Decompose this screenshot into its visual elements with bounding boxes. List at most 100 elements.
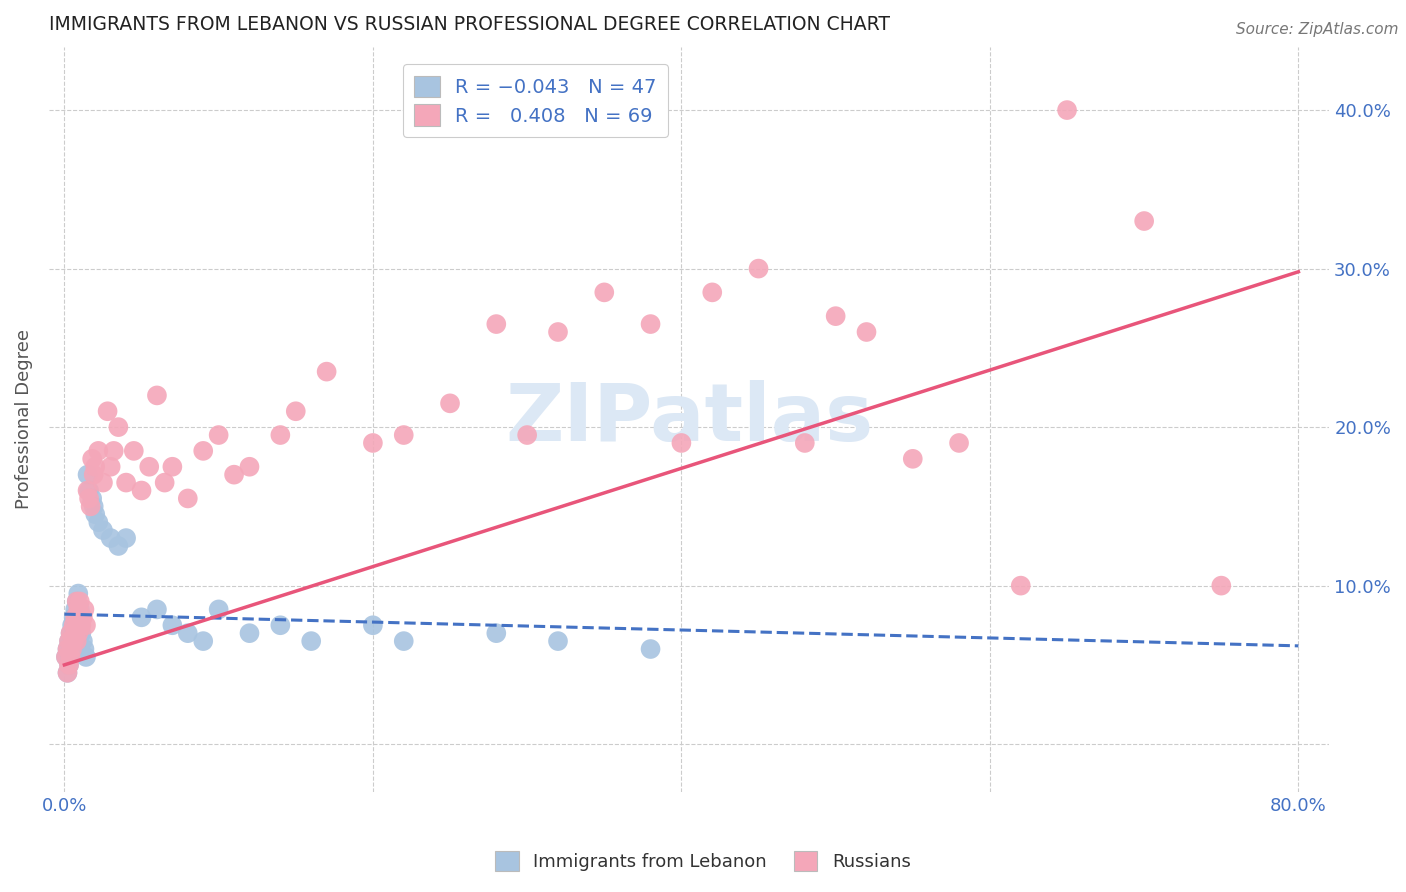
Point xyxy=(73,642,96,657)
Point xyxy=(63,610,86,624)
Point xyxy=(485,317,508,331)
Point xyxy=(193,443,215,458)
Point xyxy=(146,602,169,616)
Point xyxy=(62,634,84,648)
Point xyxy=(131,610,153,624)
Point xyxy=(59,626,82,640)
Point xyxy=(62,634,84,648)
Point xyxy=(91,523,114,537)
Point xyxy=(87,443,110,458)
Point xyxy=(87,515,110,529)
Point xyxy=(55,650,77,665)
Point xyxy=(66,594,89,608)
Point xyxy=(516,428,538,442)
Point xyxy=(69,594,91,608)
Point xyxy=(361,618,384,632)
Point xyxy=(315,365,337,379)
Point xyxy=(238,459,260,474)
Text: Source: ZipAtlas.com: Source: ZipAtlas.com xyxy=(1236,22,1399,37)
Point xyxy=(58,634,80,648)
Point xyxy=(222,467,245,482)
Point xyxy=(131,483,153,498)
Point xyxy=(1211,579,1233,593)
Point xyxy=(702,285,724,300)
Point xyxy=(76,467,98,482)
Point xyxy=(824,309,846,323)
Point xyxy=(162,618,184,632)
Point xyxy=(103,443,125,458)
Legend: Immigrants from Lebanon, Russians: Immigrants from Lebanon, Russians xyxy=(488,844,918,879)
Point xyxy=(59,650,82,665)
Point xyxy=(73,602,96,616)
Point xyxy=(82,451,104,466)
Point xyxy=(269,428,291,442)
Point xyxy=(67,626,90,640)
Point xyxy=(75,650,97,665)
Point xyxy=(70,626,93,640)
Point xyxy=(177,491,200,506)
Point xyxy=(115,531,138,545)
Point xyxy=(62,618,84,632)
Point xyxy=(115,475,138,490)
Point xyxy=(63,626,86,640)
Point xyxy=(122,443,145,458)
Point xyxy=(640,642,662,657)
Point xyxy=(55,650,77,665)
Point xyxy=(747,261,769,276)
Point xyxy=(72,634,94,648)
Point xyxy=(58,657,80,672)
Point xyxy=(79,500,101,514)
Point xyxy=(1010,579,1032,593)
Point xyxy=(75,618,97,632)
Point xyxy=(58,634,80,648)
Point xyxy=(284,404,307,418)
Point xyxy=(56,642,79,657)
Point xyxy=(66,618,89,632)
Point xyxy=(77,491,100,506)
Point xyxy=(76,483,98,498)
Point xyxy=(84,508,107,522)
Point xyxy=(793,436,815,450)
Point xyxy=(66,594,89,608)
Legend: R = −0.043   N = 47, R =   0.408   N = 69: R = −0.043 N = 47, R = 0.408 N = 69 xyxy=(402,64,668,137)
Point xyxy=(60,642,83,657)
Point xyxy=(60,642,83,657)
Point xyxy=(56,665,79,680)
Point xyxy=(593,285,616,300)
Point xyxy=(66,634,89,648)
Point xyxy=(63,626,86,640)
Point xyxy=(392,634,415,648)
Point xyxy=(1056,103,1078,117)
Point xyxy=(84,459,107,474)
Point xyxy=(69,610,91,624)
Y-axis label: Professional Degree: Professional Degree xyxy=(15,329,32,509)
Point xyxy=(392,428,415,442)
Point xyxy=(107,539,129,553)
Point xyxy=(70,618,93,632)
Point xyxy=(855,325,877,339)
Point xyxy=(107,420,129,434)
Point xyxy=(299,634,322,648)
Point xyxy=(238,626,260,640)
Point xyxy=(948,436,970,450)
Point xyxy=(60,618,83,632)
Point xyxy=(208,428,231,442)
Point xyxy=(901,451,924,466)
Point xyxy=(146,388,169,402)
Point xyxy=(67,610,90,624)
Point xyxy=(69,602,91,616)
Point xyxy=(59,650,82,665)
Point xyxy=(193,634,215,648)
Point xyxy=(138,459,160,474)
Point xyxy=(485,626,508,640)
Text: ZIPatlas: ZIPatlas xyxy=(505,380,873,458)
Point xyxy=(82,491,104,506)
Point xyxy=(439,396,461,410)
Point xyxy=(269,618,291,632)
Point xyxy=(62,610,84,624)
Point xyxy=(1133,214,1156,228)
Point xyxy=(77,483,100,498)
Point xyxy=(91,475,114,490)
Point xyxy=(208,602,231,616)
Point xyxy=(72,610,94,624)
